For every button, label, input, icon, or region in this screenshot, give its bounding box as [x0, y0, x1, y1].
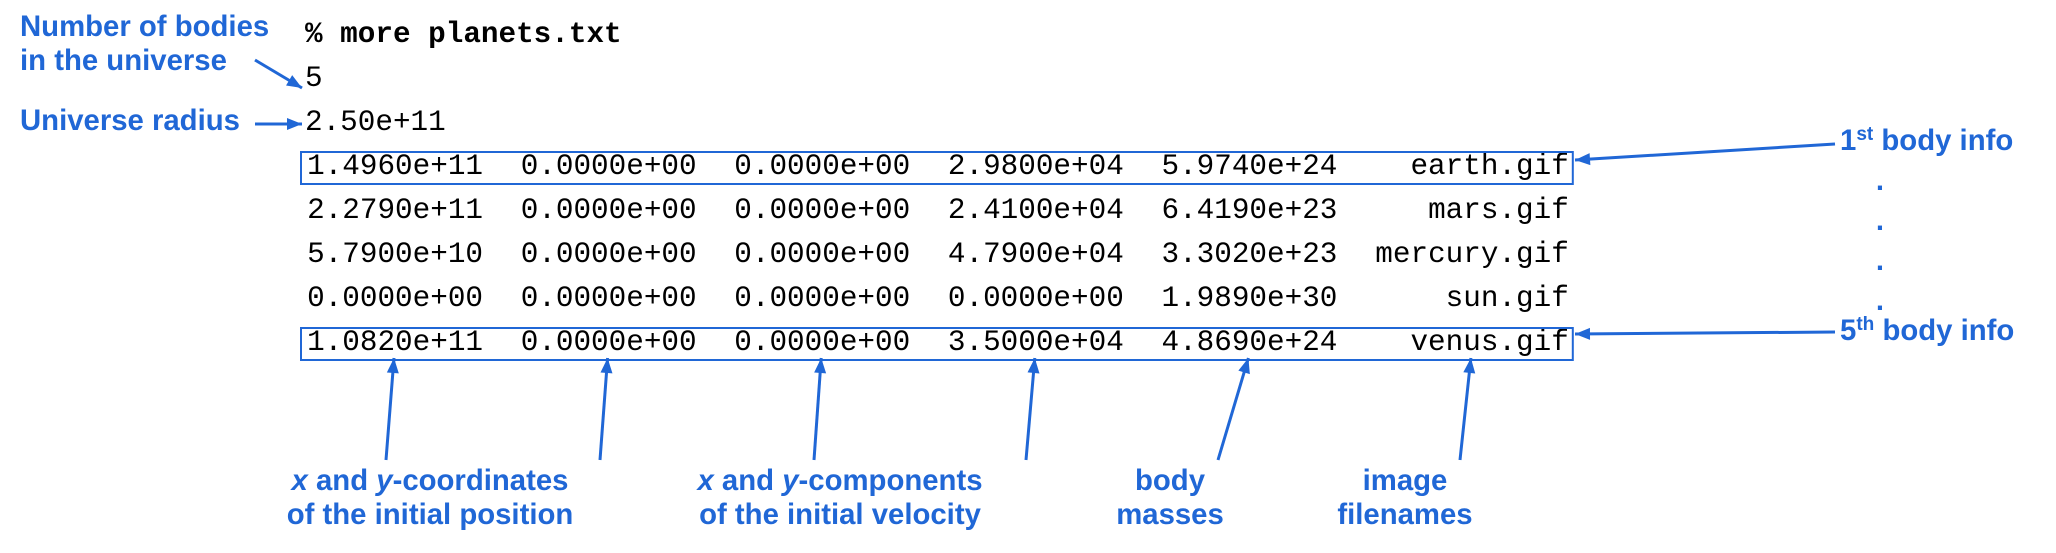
label-universe-radius: Universe radius: [20, 104, 240, 137]
cell-4-y_pos: 0.0000e+00: [521, 326, 697, 359]
label-velocity-a: x and y-components: [695, 464, 982, 497]
body-count: 5: [305, 62, 323, 95]
cell-2-x_vel: 0.0000e+00: [734, 238, 910, 271]
cell-0-x_vel: 0.0000e+00: [734, 150, 910, 183]
cell-1-mass: 6.4190e+23: [1161, 194, 1337, 227]
cell-4-x_vel: 0.0000e+00: [734, 326, 910, 359]
cell-2-y_vel: 4.7900e+04: [948, 238, 1124, 271]
label-position-a: x and y-coordinates: [290, 464, 569, 497]
cell-4-image: venus.gif: [1410, 326, 1568, 359]
label-body-count-b: in the universe: [20, 44, 227, 77]
cell-3-image: sun.gif: [1446, 282, 1569, 315]
cell-2-mass: 3.3020e+23: [1161, 238, 1337, 271]
highlight-row-4: [301, 328, 1573, 360]
arrow-fifth-body: [1575, 328, 1835, 340]
cell-3-mass: 1.9890e+30: [1161, 282, 1337, 315]
command-line: % more planets.txt: [305, 18, 622, 51]
arrow-universe-radius: [255, 118, 302, 130]
cell-2-image: mercury.gif: [1375, 238, 1569, 271]
cell-1-x_vel: 0.0000e+00: [734, 194, 910, 227]
cell-4-x_pos: 1.0820e+11: [307, 326, 483, 359]
arrow-image: [1460, 358, 1475, 460]
label-mass-a: body: [1135, 464, 1206, 497]
cell-2-x_pos: 5.7900e+10: [307, 238, 483, 271]
cell-0-y_pos: 0.0000e+00: [521, 150, 697, 183]
vdots-0: .: [1876, 164, 1884, 197]
cell-4-y_vel: 3.5000e+04: [948, 326, 1124, 359]
label-position-b: of the initial position: [287, 498, 574, 531]
cell-3-y_pos: 0.0000e+00: [521, 282, 697, 315]
arrow-pos-x: [386, 358, 399, 460]
cell-1-x_pos: 2.2790e+11: [307, 194, 483, 227]
cell-3-x_vel: 0.0000e+00: [734, 282, 910, 315]
cell-0-mass: 5.9740e+24: [1161, 150, 1337, 183]
arrow-body-count: [255, 60, 302, 88]
arrow-mass: [1218, 358, 1250, 460]
label-body-count-a: Number of bodies: [20, 10, 269, 43]
vdots-2: .: [1876, 244, 1884, 277]
arrow-vel-x: [814, 358, 826, 460]
label-fifth-body: 5th body info: [1840, 314, 2014, 348]
cell-2-y_pos: 0.0000e+00: [521, 238, 697, 271]
cell-1-image: mars.gif: [1428, 194, 1569, 227]
arrow-vel-y: [1026, 358, 1039, 460]
label-first-body: 1st body info: [1840, 124, 2013, 158]
highlight-row-0: [301, 152, 1573, 184]
cell-0-x_pos: 1.4960e+11: [307, 150, 483, 183]
file-block: % more planets.txt 5 2.50e+11 1.4960e+11 0.0…: [301, 18, 1573, 360]
vdots-3: .: [1876, 284, 1884, 317]
cell-0-y_vel: 2.9800e+04: [948, 150, 1124, 183]
cell-1-y_pos: 0.0000e+00: [521, 194, 697, 227]
label-velocity-b: of the initial velocity: [699, 498, 981, 531]
cell-0-image: earth.gif: [1410, 150, 1568, 183]
arrow-pos-y: [600, 358, 612, 460]
label-image-b: filenames: [1337, 498, 1472, 531]
cell-4-mass: 4.8690e+24: [1161, 326, 1337, 359]
universe-radius: 2.50e+11: [305, 106, 446, 139]
vdots-1: .: [1876, 204, 1884, 237]
cell-1-y_vel: 2.4100e+04: [948, 194, 1124, 227]
arrow-first-body: [1575, 144, 1835, 165]
cell-3-x_pos: 0.0000e+00: [307, 282, 483, 315]
label-image-a: image: [1363, 464, 1448, 497]
cell-3-y_vel: 0.0000e+00: [948, 282, 1124, 315]
label-mass-b: masses: [1116, 498, 1224, 531]
